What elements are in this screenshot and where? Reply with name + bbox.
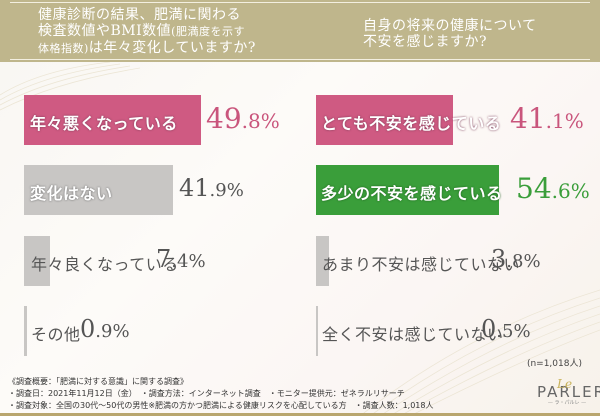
right-label-very-anxious: とても不安を感じている [321,114,502,133]
left-question-line3a: 体格指数) [38,42,89,55]
value-dec: .1 [545,109,565,133]
right-question-title: 自身の将来の健康について 不安を感じますか? [363,18,537,50]
right-label-not-very-anxious: あまり不安は感じていない [322,255,521,274]
left-bar-nochange [24,165,173,215]
value-dec: .8 [506,251,524,272]
left-value-other: 0.9% [80,315,130,343]
right-label-somewhat-anxious: 多少の不安を感じている [321,184,503,203]
value-dec: .5 [496,321,514,342]
brand-logo: Le PARLER — ラ・パルレ — [537,377,600,406]
right-value-somewhat-anxious: 54.6% [516,172,590,205]
left-question-line1: 健康診断の結果、肥満に関わる [38,7,241,23]
survey-summary-date-method: ・調査日：2021年11月12日（金） ・調査方法：インターネット調査 ・モニタ… [8,389,405,398]
value-dec: .6 [551,179,571,203]
survey-summary: 《調査概要：「肥満に対する意識」に関する調査》 ・調査日：2021年11月12日… [8,376,433,412]
value-int: 7 [156,245,172,273]
left-label-nochange: 変化はない [30,184,113,203]
left-bar-better [24,236,50,286]
value-dec: .9 [209,180,227,201]
right-value-not-very-anxious: 3.8% [491,245,541,273]
left-bar-worse [24,95,201,145]
value-dec: .8 [241,109,261,133]
left-question-line2a: 検査数値やBMI数値 [38,23,172,39]
value-dec: .4 [171,251,189,272]
value-pct: % [188,251,206,272]
value-pct: % [112,321,130,342]
logo-sub: — ラ・パルレ — [547,400,587,406]
left-question-line3b: は年々変化していますか? [88,40,256,56]
left-value-worse: 49.8% [206,102,280,135]
right-bar-very-anxious [316,95,453,145]
right-value-very-anxious: 41.1% [510,102,584,135]
value-int: 41 [510,102,546,135]
left-value-better: 7.4% [156,245,206,273]
left-label-other: その他 [31,325,81,344]
header-divider-top [10,2,590,3]
value-pct: % [570,179,590,203]
header-divider-bottom [10,59,590,60]
left-question-line2: 検査数値やBMI数値(肥満度を示す [38,23,256,40]
value-pct: % [513,321,531,342]
survey-summary-title: 《調査概要：「肥満に対する意識」に関する調査》 [8,377,188,386]
left-label-worse: 年々悪くなっている [30,114,178,133]
left-question-title: 健康診断の結果、肥満に関わる 検査数値やBMI数値(肥満度を示す 体格指数)は年… [38,7,256,57]
value-int: 54 [516,172,552,205]
value-int: 3 [491,245,507,273]
right-label-not-anxious: 全く不安は感じていない [322,325,504,344]
value-int: 49 [206,102,242,135]
logo-name: PARLER [537,383,600,401]
value-int: 41 [179,174,210,202]
left-question-line2b: (肥満度を示す [171,25,245,38]
left-value-nochange: 41.9% [179,174,244,202]
value-dec: .9 [95,321,113,342]
value-pct: % [260,109,280,133]
header-band: 健康診断の結果、肥満に関わる 検査数値やBMI数値(肥満度を示す 体格指数)は年… [0,0,600,62]
right-question-line1: 自身の将来の健康について [363,18,537,34]
value-pct: % [226,180,244,201]
sample-size-note: (n=1,018人) [526,359,582,369]
logo-le: Le [557,377,573,391]
right-bar-not-very-anxious [316,236,329,286]
footer-divider [0,413,600,416]
value-int: 0 [80,315,96,343]
right-question-line2: 不安を感じますか? [363,34,488,50]
survey-summary-target: ・調査対象：全国の30代〜50代の男性※肥満の方かつ肥満による健康リスクを心配し… [8,401,434,410]
right-bar-not-anxious [316,306,318,356]
value-int: 0 [481,315,497,343]
value-pct: % [564,109,584,133]
value-pct: % [523,251,541,272]
left-question-line3: 体格指数)は年々変化していますか? [38,40,256,57]
left-bar-other [24,306,27,356]
right-bar-somewhat-anxious [316,165,499,215]
left-label-better: 年々良くなっている [31,255,179,274]
right-value-not-anxious: 0.5% [481,315,531,343]
